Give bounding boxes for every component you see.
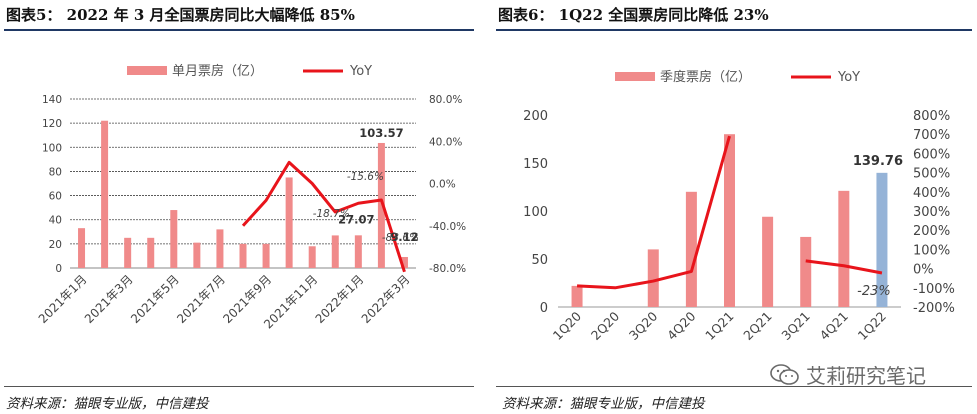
- legend-line-label: YoY: [837, 70, 860, 85]
- watermark-text: 艾莉研究笔记: [806, 364, 926, 388]
- y-right-tick: 40.0%: [429, 136, 462, 148]
- monthly-box-office-chart: 单月票房（亿） YoY 0 20 40 60 80 100 120 140 -80.0% -40.0%…: [36, 63, 466, 331]
- y-left-tick: 80: [49, 166, 62, 178]
- line-data-label: -23%: [857, 284, 891, 299]
- bar: [685, 191, 697, 307]
- bar: [377, 142, 385, 268]
- x-tick-label: 1Q20: [550, 308, 584, 342]
- x-tick-label: 2022年3月: [359, 272, 413, 326]
- bar-data-label: 139.76: [853, 154, 903, 169]
- yoy-line: [241, 160, 406, 273]
- bar: [571, 285, 583, 307]
- bar: [78, 228, 86, 268]
- y-left-tick: 200: [523, 109, 548, 124]
- watermark: 艾莉研究笔记: [770, 360, 926, 389]
- bar: [876, 172, 888, 307]
- y-right-tick: 100%: [913, 243, 950, 258]
- y-left-tick: 0: [55, 263, 62, 275]
- bar: [800, 236, 812, 307]
- x-tick-label: 1Q21: [702, 309, 736, 343]
- y-right-tick: 300%: [913, 205, 950, 220]
- y-left-tick: 60: [49, 191, 62, 203]
- y-right-tick: 0%: [913, 263, 934, 278]
- legend-bar-swatch: [127, 66, 167, 75]
- y-right-tick: 200%: [913, 224, 950, 239]
- y-right-tick: 700%: [913, 128, 950, 143]
- bar: [354, 235, 362, 268]
- x-tick-label: 2021年1月: [36, 272, 90, 326]
- bar-data-label: 9.12: [390, 230, 418, 244]
- legend-bar-label: 季度票房（亿）: [660, 69, 751, 85]
- right-source-rule: [496, 386, 972, 387]
- yoy-line: [805, 259, 883, 275]
- legend-bar-label: 单月票房（亿）: [172, 63, 263, 79]
- y-right-tick: 400%: [913, 186, 950, 201]
- x-tick-label: 4Q21: [817, 309, 851, 343]
- bar: [170, 210, 178, 268]
- line-data-label: -15.6%: [347, 171, 384, 183]
- right-chart-title: 图表6： 1Q22 全国票房同比降低 23%: [498, 6, 769, 24]
- x-tick-label: 3Q20: [626, 308, 660, 342]
- x-tick-label: 2022年1月: [313, 272, 367, 326]
- bar: [308, 246, 316, 268]
- bar: [239, 243, 247, 268]
- bar: [838, 190, 850, 307]
- x-tick-label: 2021年7月: [174, 272, 228, 326]
- bar: [124, 237, 132, 268]
- y-right-tick: -80.0%: [429, 263, 466, 275]
- x-tick-label: 2021年3月: [82, 272, 136, 326]
- left-chart-title: 图表5： 2022 年 3 月全国票房同比大幅降低 85%: [6, 6, 355, 24]
- bar: [193, 242, 201, 268]
- yoy-line: [576, 135, 731, 290]
- y-right-tick: 80.0%: [429, 94, 462, 106]
- x-tick-label: 2Q20: [588, 308, 622, 342]
- legend-line-label: YoY: [349, 64, 372, 79]
- line-data-label: -18.7%: [313, 208, 350, 220]
- right-title-rule: [496, 29, 972, 31]
- legend-bar-swatch: [615, 72, 655, 81]
- quarterly-box-office-chart: 季度票房（亿） YoY 0 50 100 150 200 -200% -100% 0% 100% 20…: [523, 69, 955, 343]
- x-tick-label: 1Q22: [855, 309, 889, 343]
- bar: [147, 237, 155, 268]
- bar: [331, 235, 339, 268]
- y-left-tick: 50: [531, 253, 548, 268]
- y-right-tick: -200%: [913, 301, 955, 316]
- bar: [647, 249, 659, 307]
- bar: [724, 134, 735, 307]
- left-source-note: 资料来源：猫眼专业版，中信建投: [6, 396, 209, 412]
- y-left-tick: 0: [540, 301, 548, 316]
- wechat-icon: [770, 363, 799, 385]
- bar: [762, 216, 774, 307]
- bar-data-label: 27.07: [338, 212, 374, 226]
- y-left-tick: 140: [42, 94, 62, 106]
- right-source-note: 资料来源：猫眼专业版，中信建投: [502, 396, 705, 412]
- y-left-tick: 40: [49, 215, 62, 227]
- bar: [400, 256, 408, 268]
- y-right-tick: 0.0%: [429, 179, 456, 191]
- bar: [285, 177, 293, 268]
- y-right-tick: -100%: [913, 282, 955, 297]
- y-left-tick: 100: [42, 142, 62, 154]
- x-tick-label: 3Q21: [778, 309, 812, 343]
- y-right-tick: 500%: [913, 167, 950, 182]
- bar: [101, 120, 109, 268]
- bar-data-label: 103.57: [359, 126, 403, 140]
- y-left-tick: 120: [42, 118, 62, 130]
- left-title-rule: [4, 29, 474, 31]
- y-left-tick: 150: [523, 157, 548, 172]
- bar: [216, 229, 224, 268]
- y-left-tick: 20: [49, 239, 62, 251]
- left-source-rule: [4, 386, 474, 387]
- x-tick-label: 2021年5月: [128, 272, 182, 326]
- y-right-tick: 600%: [913, 147, 950, 162]
- y-right-tick: 800%: [913, 109, 950, 124]
- y-left-tick: 100: [523, 205, 548, 220]
- x-tick-label: 2Q21: [740, 309, 774, 343]
- x-tick-label: 4Q20: [664, 308, 698, 342]
- bar: [262, 243, 270, 268]
- line-data-label: -83.6%: [382, 232, 419, 244]
- y-right-tick: -40.0%: [429, 221, 466, 233]
